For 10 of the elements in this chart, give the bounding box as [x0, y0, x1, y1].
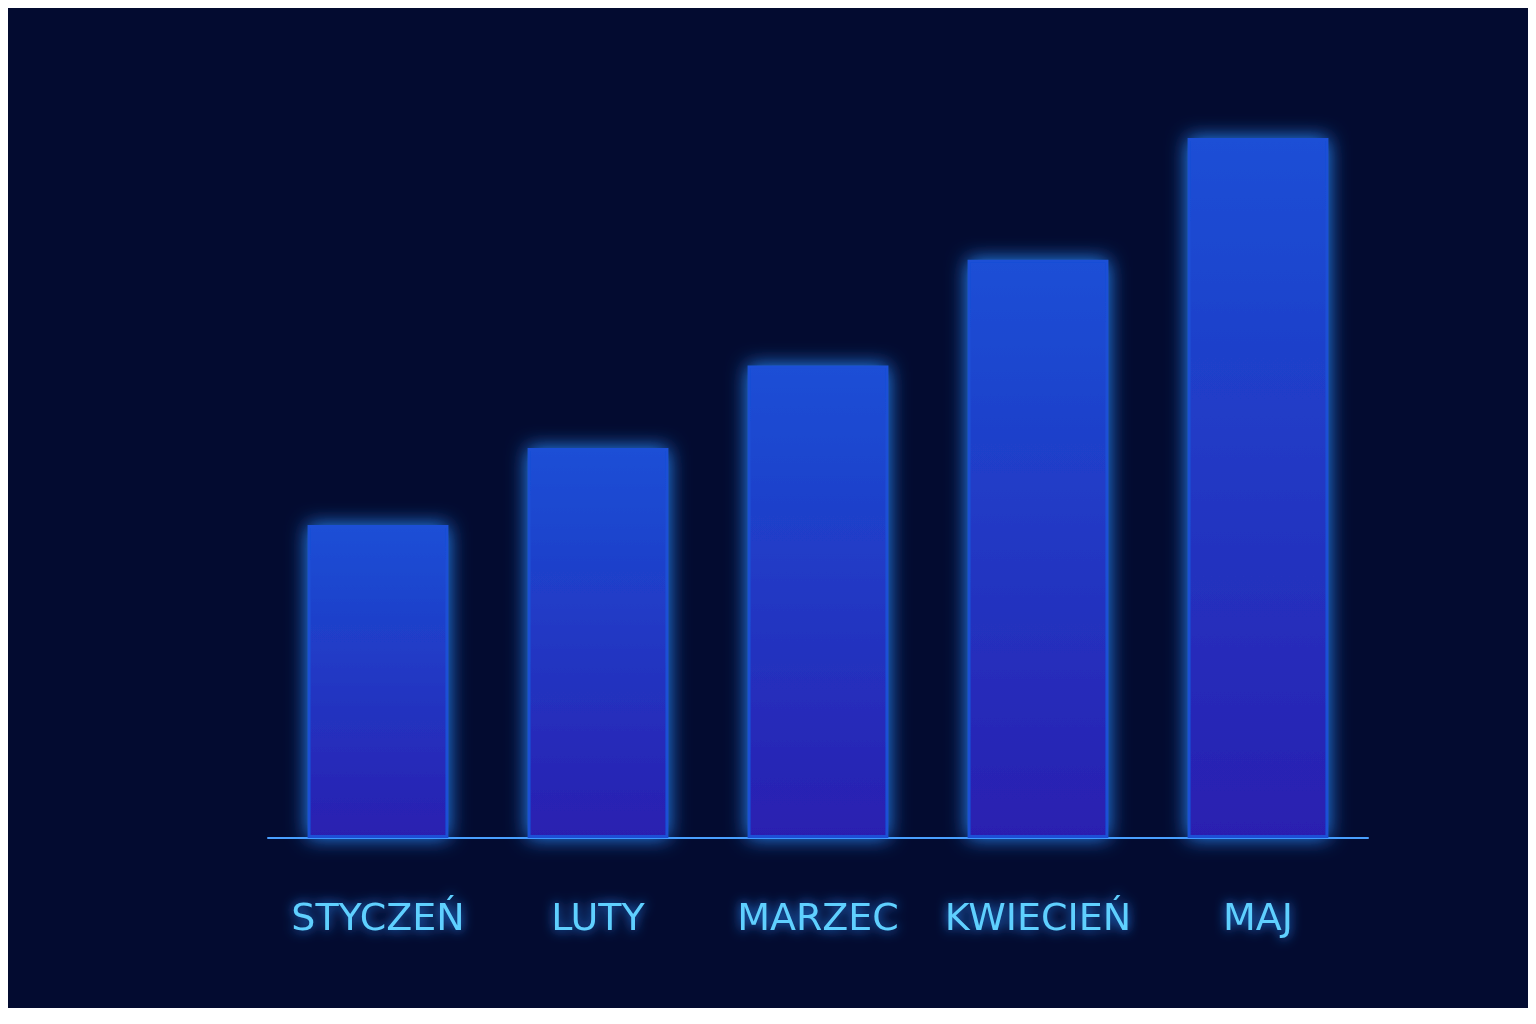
x-tick-label: MARZEC — [737, 895, 899, 939]
x-tick-label: STYCZEŃ — [291, 895, 465, 939]
bar — [967, 259, 1109, 838]
bar — [1187, 138, 1329, 838]
x-tick-label: MAJ — [1223, 895, 1293, 939]
bar — [527, 448, 669, 838]
bar — [747, 365, 889, 838]
x-tick-label: LUTY — [551, 895, 646, 939]
bar — [307, 525, 449, 838]
x-tick-label: KWIECIEŃ — [944, 895, 1132, 939]
